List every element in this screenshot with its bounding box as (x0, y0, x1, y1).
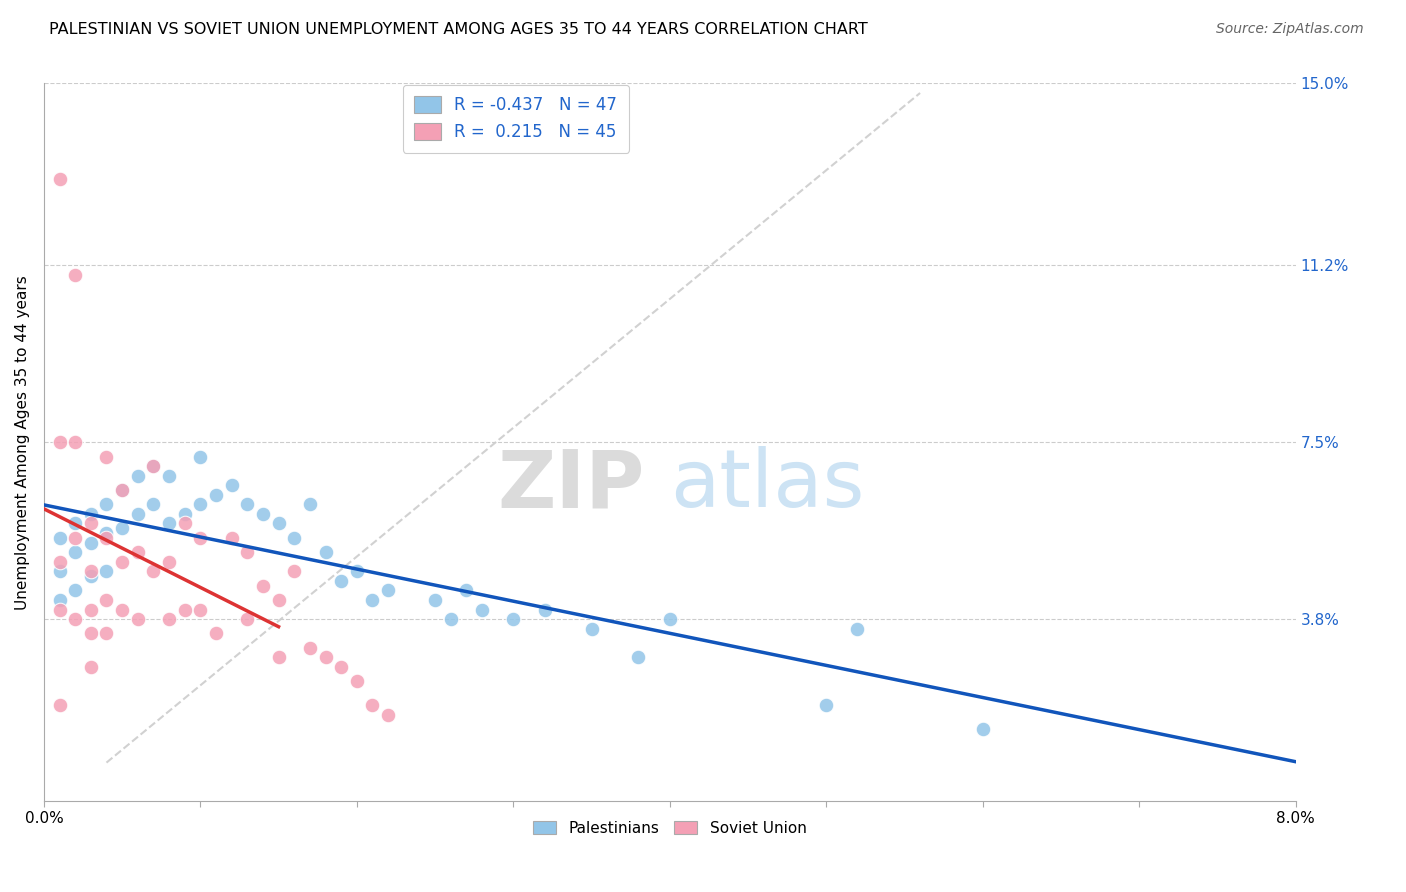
Point (361, 593, 384, 607)
Point (142, 497, 165, 511)
Text: atlas: atlas (669, 446, 865, 524)
Point (142, 459, 165, 474)
Point (111, 555, 134, 569)
Point (533, 602, 555, 616)
Point (252, 579, 274, 593)
Point (80, 660, 103, 674)
Point (188, 531, 211, 545)
Point (48, 564, 70, 578)
Point (80, 535, 103, 549)
Point (173, 516, 195, 531)
Point (80, 569, 103, 583)
Point (142, 459, 165, 474)
Point (111, 483, 134, 497)
Point (63, 531, 86, 545)
Point (127, 507, 149, 521)
Point (627, 650, 650, 665)
Point (846, 622, 869, 636)
Point (267, 650, 290, 665)
Point (267, 593, 290, 607)
Point (236, 497, 259, 511)
Point (63, 516, 86, 531)
Point (157, 612, 180, 626)
Point (283, 531, 305, 545)
Text: PALESTINIAN VS SOVIET UNION UNEMPLOYMENT AMONG AGES 35 TO 44 YEARS CORRELATION C: PALESTINIAN VS SOVIET UNION UNEMPLOYMENT… (49, 22, 868, 37)
Point (48, 593, 70, 607)
Point (96, 593, 118, 607)
Point (330, 660, 353, 674)
Point (377, 707, 399, 722)
Point (80, 564, 103, 578)
Point (127, 612, 149, 626)
Point (377, 583, 399, 598)
Point (111, 602, 134, 616)
Point (252, 507, 274, 521)
Point (63, 583, 86, 598)
Point (236, 612, 259, 626)
Legend: Palestinians, Soviet Union: Palestinians, Soviet Union (526, 814, 814, 844)
Point (111, 483, 134, 497)
Point (80, 507, 103, 521)
Point (188, 497, 211, 511)
Point (96, 526, 118, 541)
Point (221, 478, 243, 492)
Point (173, 507, 195, 521)
Point (127, 468, 149, 483)
Point (346, 674, 368, 689)
Point (111, 521, 134, 535)
Point (502, 612, 524, 626)
Point (63, 612, 86, 626)
Point (96, 497, 118, 511)
Point (96, 626, 118, 640)
Point (48, 172, 70, 186)
Point (127, 545, 149, 559)
Point (48, 435, 70, 450)
Point (346, 564, 368, 578)
Point (96, 450, 118, 464)
Text: ZIP: ZIP (498, 446, 645, 524)
Point (48, 602, 70, 616)
Point (157, 555, 180, 569)
Point (80, 516, 103, 531)
Point (63, 435, 86, 450)
Point (142, 564, 165, 578)
Point (283, 564, 305, 578)
Point (456, 583, 478, 598)
Point (298, 640, 321, 655)
Point (157, 468, 180, 483)
Text: Source: ZipAtlas.com: Source: ZipAtlas.com (1216, 22, 1364, 37)
Point (267, 516, 290, 531)
Point (80, 626, 103, 640)
Point (48, 698, 70, 713)
Point (205, 488, 228, 502)
Point (63, 268, 86, 282)
Point (440, 612, 463, 626)
Point (48, 531, 70, 545)
Point (658, 612, 681, 626)
Point (361, 698, 384, 713)
Point (315, 545, 337, 559)
Point (315, 650, 337, 665)
Point (471, 602, 494, 616)
Point (173, 602, 195, 616)
Point (236, 545, 259, 559)
Point (63, 545, 86, 559)
Point (298, 497, 321, 511)
Point (581, 622, 603, 636)
Y-axis label: Unemployment Among Ages 35 to 44 years: Unemployment Among Ages 35 to 44 years (15, 275, 30, 609)
Point (188, 450, 211, 464)
Point (188, 602, 211, 616)
Point (157, 516, 180, 531)
Point (423, 593, 446, 607)
Point (972, 722, 994, 736)
Point (205, 626, 228, 640)
Point (221, 531, 243, 545)
Point (96, 564, 118, 578)
Point (330, 574, 353, 588)
Point (48, 555, 70, 569)
Point (96, 531, 118, 545)
Point (80, 602, 103, 616)
Point (815, 698, 838, 713)
